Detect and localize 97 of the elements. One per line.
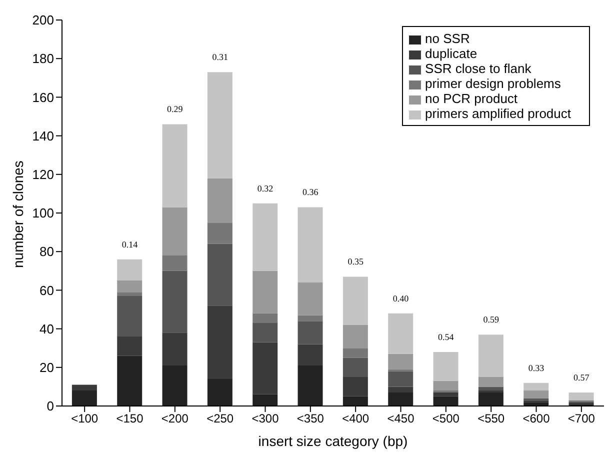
bar: [342, 348, 368, 358]
legend-label: SSR close to flank: [425, 61, 532, 76]
x-tick-label: <500: [432, 412, 460, 426]
bar: [207, 306, 232, 379]
annotation: 0.40: [392, 293, 410, 304]
annotation: 0.14: [122, 239, 138, 250]
y-tick-label: 80: [40, 244, 54, 260]
legend-label: primer design problems: [425, 76, 561, 91]
bar: [298, 315, 323, 322]
bar: [207, 222, 232, 244]
x-tick-label: <550: [478, 412, 505, 426]
bar: [478, 386, 504, 391]
bar: [162, 332, 188, 366]
bar: [252, 342, 278, 394]
bar: [252, 394, 278, 406]
x-tick-label: <100: [71, 412, 98, 426]
bar: [298, 282, 323, 316]
annotation: 0.36: [302, 187, 319, 198]
bar: [433, 396, 458, 406]
annotation: 0.35: [348, 256, 364, 267]
bar: [298, 344, 323, 366]
x-tick-label: <200: [161, 412, 189, 426]
bar: [478, 392, 504, 406]
bar: [433, 352, 458, 381]
bar: [388, 354, 414, 370]
bar: [162, 255, 188, 271]
annotation: 0.32: [257, 183, 274, 194]
bar: [117, 296, 142, 337]
x-tick-label: <400: [342, 412, 370, 426]
bar: [162, 270, 188, 333]
bar: [252, 203, 278, 271]
bar: [524, 390, 549, 398]
annotation: 0.57: [574, 372, 590, 382]
bar: [388, 392, 414, 406]
x-tick-label: <350: [296, 412, 324, 426]
bar: [388, 313, 414, 354]
bar: [524, 382, 549, 391]
bar: [298, 321, 323, 344]
bar: [478, 334, 504, 378]
bar: [252, 270, 278, 314]
y-axis-title: number of clones: [10, 160, 26, 268]
annotation: 0.29: [167, 104, 184, 114]
bar: [117, 280, 142, 292]
bar: [342, 377, 368, 396]
bar: [72, 384, 97, 391]
bar: [433, 380, 458, 391]
legend-label: primers amplified product: [425, 106, 571, 121]
bar: [117, 259, 142, 281]
legend-label: no PCR product: [425, 91, 518, 106]
x-tick-label: <250: [206, 412, 234, 426]
bar: [162, 124, 188, 208]
legend-label: no SSR: [425, 31, 470, 46]
bar: [388, 371, 414, 387]
bar: [207, 244, 232, 306]
bar: [117, 292, 142, 296]
x-tick-label: <300: [252, 412, 280, 426]
bar: [117, 336, 142, 356]
bar: [342, 324, 368, 348]
bar: [342, 276, 368, 325]
bar: [252, 313, 278, 324]
bar: [252, 323, 278, 342]
annotation: 0.54: [438, 332, 454, 342]
y-tick-label: 60: [40, 282, 54, 298]
annotation: 0.31: [212, 52, 228, 62]
x-tick-label: <150: [116, 412, 144, 426]
bar: [298, 207, 323, 282]
bar: [388, 386, 414, 392]
bar: [568, 392, 594, 400]
x-tick-label: <450: [387, 412, 415, 426]
y-tick-label: 180: [32, 51, 54, 66]
y-tick-label: 0: [46, 398, 54, 414]
legend-label: duplicate: [425, 46, 478, 61]
bar: [162, 365, 188, 406]
x-axis-title: insert size category (bp): [258, 433, 408, 449]
bar: [117, 356, 142, 406]
bar: [342, 358, 368, 378]
bar: [433, 392, 458, 396]
x-tick-label: <600: [522, 412, 550, 426]
y-tick-label: 40: [40, 321, 54, 336]
bar: [478, 377, 504, 387]
annotation: 0.59: [483, 314, 500, 325]
bar: [207, 178, 232, 223]
bar: [207, 72, 232, 178]
y-tick-label: 20: [40, 360, 54, 376]
y-tick-label: 140: [32, 128, 54, 144]
x-tick-label: <700: [568, 412, 596, 426]
bar: [342, 396, 368, 406]
y-tick-label: 100: [32, 206, 54, 221]
bar: [524, 402, 549, 406]
bar: [72, 390, 97, 406]
y-tick-label: 200: [32, 12, 54, 28]
bar: [162, 207, 188, 256]
y-tick-label: 120: [32, 167, 54, 182]
bar: [207, 378, 232, 406]
annotation: 0.33: [528, 362, 545, 373]
y-tick-label: 160: [32, 90, 54, 105]
bar: [298, 365, 323, 406]
